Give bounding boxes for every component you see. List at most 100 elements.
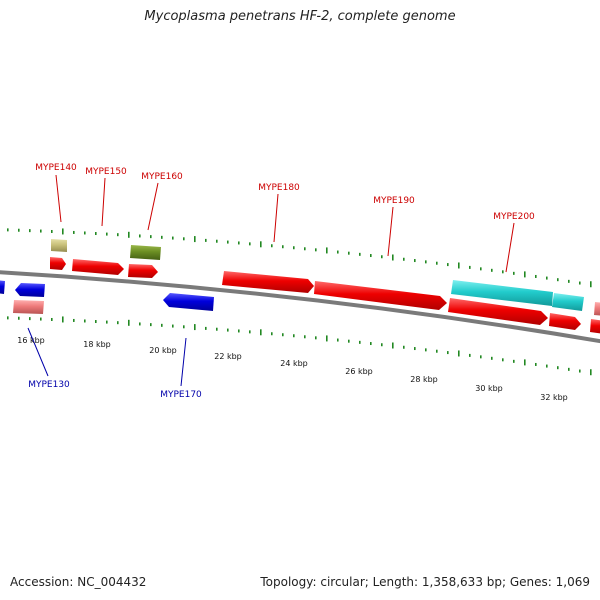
gene-mype160-olive[interactable] (130, 245, 161, 260)
minor-tick (117, 233, 119, 237)
minor-tick (95, 232, 97, 236)
minor-tick (7, 228, 9, 232)
forward-strand-genes (50, 239, 600, 334)
minor-tick (513, 271, 515, 275)
minor-tick (447, 351, 449, 355)
gene-label-mype130[interactable]: MYPE130 (28, 380, 70, 390)
minor-tick (84, 319, 86, 323)
minor-tick (315, 248, 317, 252)
minor-tick (293, 246, 295, 250)
scale-label-22kbp: 22 kbp (214, 352, 242, 361)
major-tick (260, 241, 262, 248)
minor-tick (403, 257, 405, 261)
minor-tick (205, 326, 207, 330)
forward-tick-track (7, 228, 592, 288)
gene-mype160[interactable] (128, 264, 158, 278)
minor-tick (7, 316, 9, 320)
minor-tick (183, 325, 185, 329)
minor-tick (436, 261, 438, 265)
minor-tick (370, 254, 372, 258)
gene-mype130-pink[interactable] (13, 300, 44, 314)
minor-tick (480, 267, 482, 271)
gene-mype150[interactable] (72, 259, 124, 275)
minor-tick (469, 353, 471, 357)
minor-tick (51, 317, 53, 321)
major-tick (590, 281, 592, 288)
minor-tick (139, 234, 141, 238)
gene-mype210[interactable] (448, 298, 548, 325)
minor-tick (546, 276, 548, 280)
minor-tick (271, 332, 273, 336)
minor-tick (359, 340, 361, 344)
gene-mype180[interactable] (222, 271, 314, 293)
minor-tick (337, 338, 339, 342)
minor-tick (95, 320, 97, 324)
scale-label-28kbp: 28 kbp (410, 375, 438, 384)
minor-tick (183, 237, 185, 241)
major-tick (524, 359, 526, 366)
minor-tick (40, 317, 42, 321)
minor-tick (502, 270, 504, 274)
gene-mype190[interactable] (314, 281, 447, 310)
gene-labels: MYPE140 MYPE150 MYPE160 MYPE180 MYPE190 … (28, 163, 535, 400)
gene-mype140[interactable] (50, 257, 66, 270)
minor-tick (106, 232, 108, 236)
minor-tick (150, 323, 152, 327)
major-tick (194, 236, 196, 243)
minor-tick (359, 252, 361, 256)
minor-tick (568, 367, 570, 371)
scale-label-20kbp: 20 kbp (149, 346, 177, 355)
scale-labels: 16 kbp 18 kbp 20 kbp 22 kbp 24 kbp 26 kb… (17, 336, 568, 402)
genome-summary-text: Topology: circular; Length: 1,358,633 bp… (260, 575, 590, 589)
minor-tick (40, 229, 42, 233)
gene-label-mype170[interactable]: MYPE170 (160, 390, 202, 400)
minor-tick (29, 317, 31, 321)
gene-mype200-a[interactable] (451, 280, 553, 306)
gene-mype200-b[interactable] (552, 293, 584, 311)
scale-label-30kbp: 30 kbp (475, 384, 503, 393)
minor-tick (29, 229, 31, 233)
minor-tick (205, 238, 207, 242)
gene-label-mype140[interactable]: MYPE140 (35, 163, 77, 173)
scale-label-32kbp: 32 kbp (540, 393, 568, 402)
gene-mype230[interactable] (590, 319, 600, 334)
minor-tick (304, 247, 306, 251)
gene-mype130[interactable] (15, 283, 45, 297)
minor-tick (337, 250, 339, 254)
minor-tick (304, 335, 306, 339)
minor-tick (513, 359, 515, 363)
minor-tick (249, 330, 251, 334)
gene-label-mype200[interactable]: MYPE200 (493, 212, 535, 222)
scale-label-26kbp: 26 kbp (345, 367, 373, 376)
gene-mype170[interactable] (163, 293, 214, 311)
minor-tick (139, 322, 141, 326)
major-tick (392, 342, 394, 349)
minor-tick (403, 345, 405, 349)
gene-mype230-pink[interactable] (594, 302, 600, 316)
gene-label-mype160[interactable]: MYPE160 (141, 172, 183, 182)
minor-tick (381, 343, 383, 347)
minor-tick (414, 259, 416, 263)
minor-tick (568, 279, 570, 283)
minor-tick (293, 334, 295, 338)
major-tick (260, 329, 262, 336)
scale-label-24kbp: 24 kbp (280, 359, 308, 368)
gene-mype140-khaki[interactable] (51, 239, 67, 252)
major-tick (458, 262, 460, 269)
minor-tick (535, 362, 537, 366)
minor-tick (502, 358, 504, 362)
map-title: Mycoplasma penetrans HF-2, complete geno… (144, 9, 456, 24)
callout-lines (27, 174, 515, 387)
minor-tick (238, 329, 240, 333)
minor-tick (18, 316, 20, 320)
major-tick (590, 369, 592, 376)
minor-tick (249, 242, 251, 246)
gene-mype120[interactable] (0, 280, 5, 294)
minor-tick (161, 323, 163, 327)
gene-mype220[interactable] (549, 313, 581, 330)
gene-label-mype180[interactable]: MYPE180 (258, 183, 300, 193)
minor-tick (84, 231, 86, 235)
minor-tick (271, 244, 273, 248)
gene-label-mype150[interactable]: MYPE150 (85, 167, 127, 177)
gene-label-mype190[interactable]: MYPE190 (373, 196, 415, 206)
